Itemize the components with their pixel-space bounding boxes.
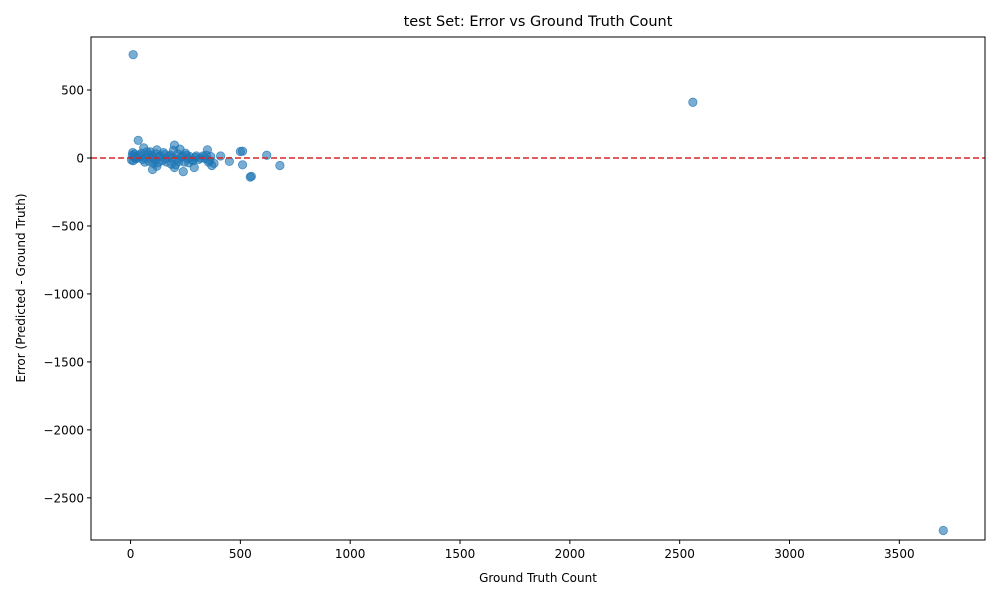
- y-tick-label: −500: [51, 219, 84, 233]
- y-tick-label: −1500: [43, 355, 84, 369]
- y-tick-label: −2500: [43, 491, 84, 505]
- x-tick-label: 500: [229, 547, 252, 561]
- data-point: [237, 160, 248, 170]
- data-point: [224, 156, 234, 166]
- x-tick-label: 1500: [445, 547, 476, 561]
- x-tick-label: 2000: [555, 547, 586, 561]
- plot-area: [91, 50, 985, 536]
- x-tick-label: 1000: [335, 547, 366, 561]
- y-tick-label: −2000: [43, 423, 84, 437]
- x-tick-label: 3500: [884, 547, 915, 561]
- data-point: [237, 146, 248, 156]
- data-point: [178, 166, 188, 177]
- chart-title: test Set: Error vs Ground Truth Count: [404, 14, 673, 30]
- x-axis: 0 500 1000 1500 2000 2500 3000 3500: [127, 540, 915, 561]
- x-axis-label: Ground Truth Count: [479, 571, 597, 585]
- data-point: [688, 97, 698, 107]
- data-point: [246, 171, 256, 181]
- y-tick-label: −1000: [43, 287, 84, 301]
- y-axis-label: Error (Predicted - Ground Truth): [14, 193, 28, 382]
- data-point: [938, 525, 948, 536]
- y-tick-label: 500: [61, 84, 84, 98]
- data-point: [275, 160, 285, 171]
- x-tick-label: 3000: [774, 547, 805, 561]
- x-tick-label: 0: [127, 547, 135, 561]
- data-point: [128, 50, 138, 60]
- data-point: [216, 151, 226, 161]
- y-tick-label: 0: [76, 151, 84, 165]
- x-tick-label: 2500: [664, 547, 695, 561]
- plot-frame: [90, 36, 986, 541]
- y-axis: 500 0 −500 −1000 −1500 −2000 −2500: [43, 84, 91, 505]
- data-point: [206, 152, 216, 162]
- data-point: [133, 135, 143, 145]
